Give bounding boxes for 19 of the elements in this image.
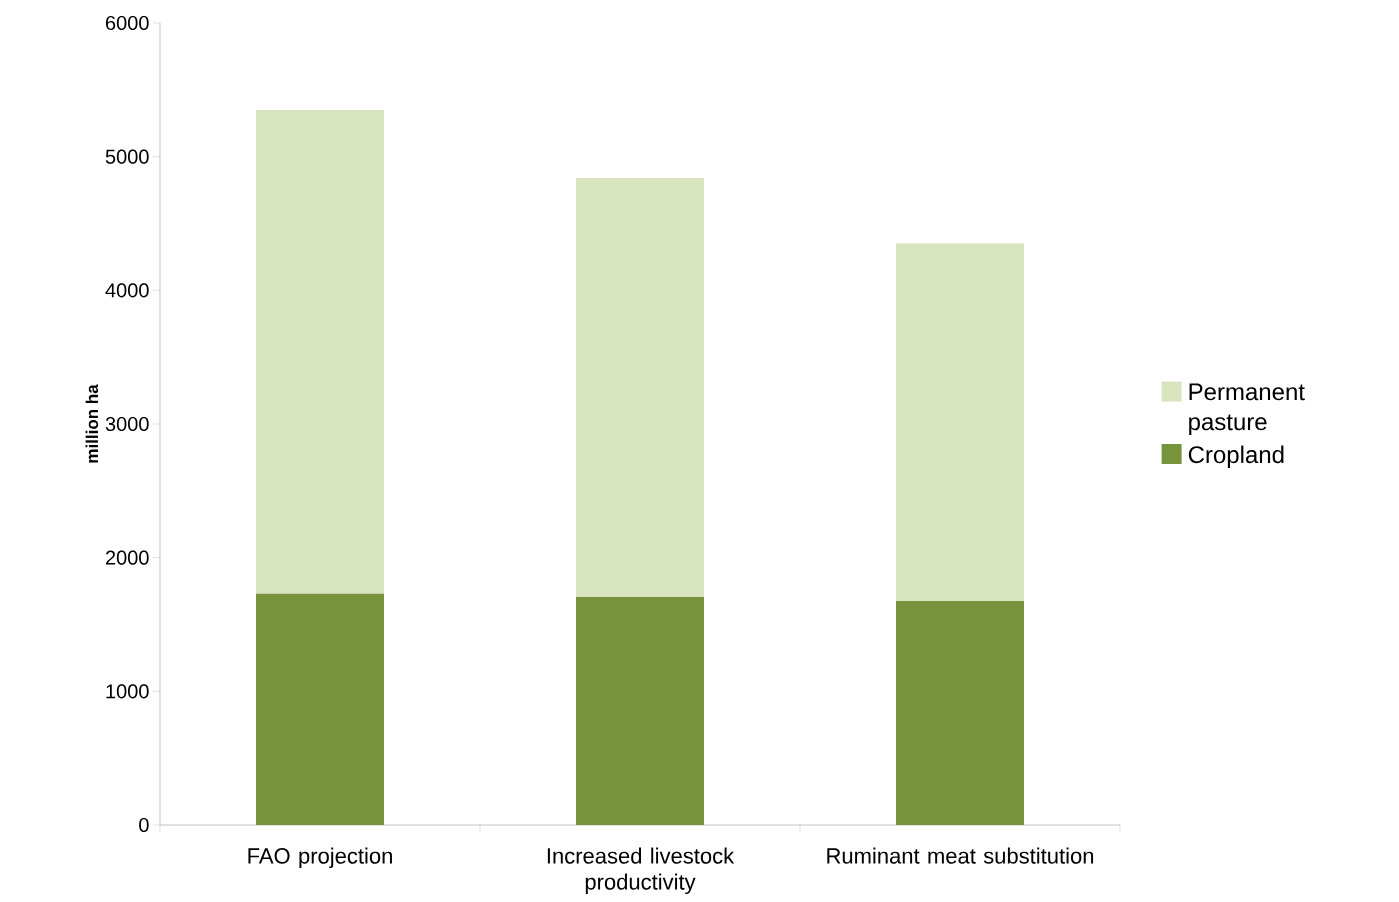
bar (576, 597, 705, 825)
y-tick-label: 5000 (105, 149, 149, 164)
legend-label: Permanent pasture (1189, 383, 1305, 436)
y-tick-label: 1000 (106, 684, 149, 699)
legend-label: Cropland (1188, 445, 1284, 468)
bar (576, 178, 705, 598)
bar (896, 243, 1025, 602)
x-tick-label: FAO projection (248, 847, 392, 869)
x-tick-label: Increased livestock productivity (547, 847, 735, 895)
x-tick-label: Ruminant meat substitution (827, 847, 1094, 864)
y-tick-label: 0 (139, 817, 149, 833)
y-tick-label: 6000 (105, 15, 149, 31)
y-tick-label: 4000 (105, 283, 149, 298)
bar (256, 109, 385, 594)
y-axis-title: million ha (85, 384, 99, 463)
y-tick-label: 2000 (105, 550, 149, 565)
y-tick-label: 3000 (105, 416, 149, 432)
bar (896, 601, 1025, 825)
bar (256, 593, 385, 825)
